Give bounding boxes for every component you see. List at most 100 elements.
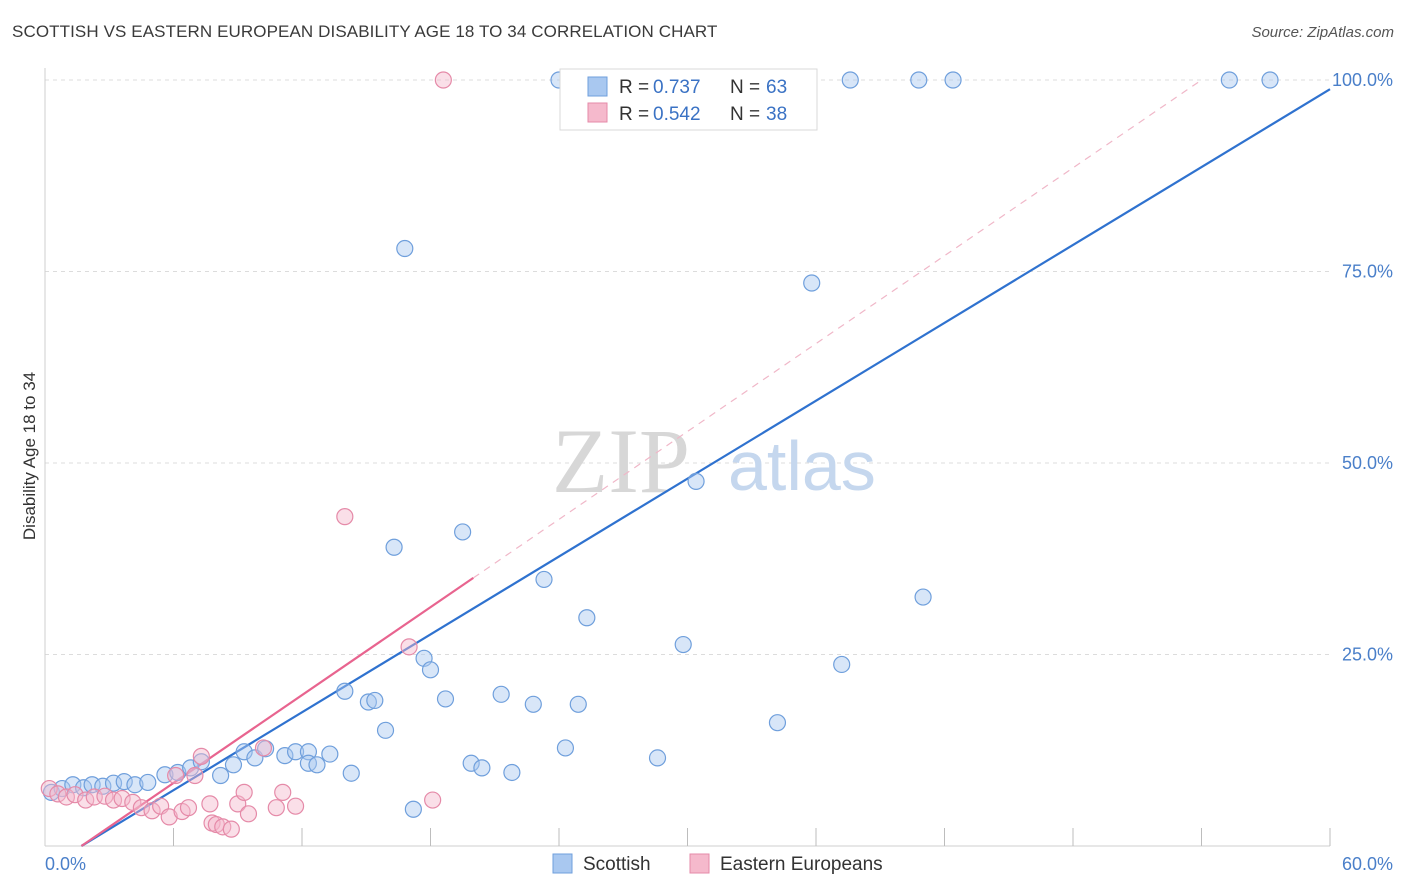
- legend-scottish-r: 0.737: [653, 77, 701, 98]
- scottish-point: [578, 609, 596, 627]
- scottish-point: [914, 588, 932, 606]
- watermark-zip: ZIP: [552, 410, 690, 512]
- legend-row-scottish: R = 0.737 N = 63: [587, 76, 787, 98]
- eastern-trendline-extension: [472, 79, 1202, 579]
- watermark-atlas: atlas: [728, 427, 876, 505]
- scottish-point: [169, 763, 187, 782]
- eastern-point: [40, 779, 58, 798]
- eastern-point: [254, 739, 273, 757]
- eastern-point: [104, 791, 123, 809]
- eastern-point: [424, 791, 442, 809]
- scottish-point: [286, 743, 305, 761]
- y-tick-label: 50.0%: [1342, 453, 1393, 473]
- scottish-point: [803, 274, 821, 292]
- scottish-point: [276, 747, 294, 765]
- legend-eastern-label: Eastern Europeans: [720, 854, 883, 875]
- scottish-trendline: [80, 88, 1331, 847]
- eastern-point: [96, 787, 114, 805]
- scottish-point: [235, 743, 253, 761]
- scottish-point: [674, 635, 692, 654]
- eastern-point: [113, 789, 131, 808]
- legend-n-label: N =: [730, 104, 760, 125]
- scottish-point: [139, 773, 157, 792]
- scottish-point: [126, 776, 144, 794]
- eastern-point: [186, 766, 204, 785]
- legend-eastern-r: 0.542: [653, 104, 701, 125]
- scottish-point: [336, 682, 354, 700]
- legend-item-eastern[interactable]: Eastern Europeans: [689, 853, 883, 875]
- eastern-point: [434, 71, 452, 89]
- scottish-point: [944, 71, 962, 89]
- scottish-point: [212, 766, 230, 785]
- scottish-point: [524, 695, 542, 713]
- axes-layer: [44, 68, 1331, 847]
- scottish-point: [321, 745, 339, 763]
- scottish-point: [359, 693, 377, 711]
- eastern-swatch: [587, 102, 608, 123]
- scottish-point: [436, 690, 455, 708]
- y-tick-label: 75.0%: [1342, 262, 1393, 282]
- legend-n-label: N =: [730, 77, 760, 98]
- watermark: ZIP atlas: [552, 410, 876, 512]
- scottish-legend-swatch: [552, 853, 573, 874]
- eastern-point: [124, 793, 142, 811]
- eastern-point: [222, 820, 240, 838]
- scottish-point: [104, 774, 123, 792]
- legend-scottish-label: Scottish: [583, 854, 651, 875]
- scottish-point: [768, 714, 787, 732]
- eastern-point: [235, 783, 253, 801]
- chart-title: SCOTTISH VS EASTERN EUROPEAN DISABILITY …: [12, 22, 718, 41]
- eastern-point: [167, 766, 185, 785]
- scottish-point: [687, 472, 705, 490]
- scottish-point: [115, 773, 133, 791]
- legend-item-scottish[interactable]: Scottish: [552, 853, 651, 875]
- scottish-point: [396, 239, 414, 258]
- eastern-point: [132, 799, 150, 817]
- scottish-point: [462, 754, 480, 772]
- scottish-point: [1261, 71, 1279, 89]
- y-tick-label: 25.0%: [1342, 645, 1393, 665]
- eastern-point: [336, 508, 354, 526]
- y-tick-label: 100.0%: [1332, 70, 1393, 90]
- legend-r-label: R =: [619, 77, 649, 98]
- eastern-point: [66, 786, 84, 804]
- scottish-point: [376, 721, 395, 739]
- scottish-point: [385, 538, 403, 556]
- scottish-point: [910, 71, 928, 89]
- eastern-point: [160, 808, 178, 826]
- scottish-point: [366, 691, 384, 710]
- legend-row-eastern: R = 0.542 N = 38: [587, 102, 787, 125]
- data-points: [40, 71, 1279, 838]
- eastern-point: [267, 799, 285, 817]
- chart-source: Source: ZipAtlas.com: [1251, 24, 1394, 41]
- tick-labels: 100.0% 75.0% 50.0% 25.0% 0.0% 60.0%: [45, 70, 1393, 874]
- y-axis-label: Disability Age 18 to 34: [20, 372, 39, 540]
- eastern-point: [286, 797, 305, 815]
- x-tick-label: 0.0%: [45, 854, 86, 874]
- scottish-point: [1220, 71, 1238, 89]
- eastern-point: [274, 783, 292, 801]
- scottish-point: [308, 756, 326, 774]
- scottish-point: [421, 661, 440, 679]
- scottish-point: [192, 753, 210, 771]
- x-tick-label: 60.0%: [1342, 854, 1393, 874]
- scottish-point: [404, 800, 422, 818]
- scottish-point: [224, 756, 243, 774]
- scottish-swatch: [587, 76, 608, 97]
- eastern-legend-swatch: [689, 853, 710, 874]
- scottish-point: [492, 685, 510, 703]
- legend-scottish-n: 63: [766, 77, 787, 98]
- legend-eastern-n: 38: [766, 104, 787, 125]
- eastern-point: [179, 799, 198, 817]
- scottish-point: [342, 764, 360, 782]
- legend-r-label: R =: [619, 104, 649, 125]
- eastern-point: [400, 638, 418, 656]
- eastern-point: [143, 802, 161, 820]
- scottish-point: [454, 523, 472, 541]
- eastern-point: [192, 747, 210, 765]
- scottish-point: [556, 739, 575, 757]
- series-legend: Scottish Eastern Europeans: [552, 853, 883, 875]
- stats-legend: R = 0.737 N = 63 R = 0.542 N = 38: [559, 68, 818, 131]
- eastern-point: [201, 795, 219, 813]
